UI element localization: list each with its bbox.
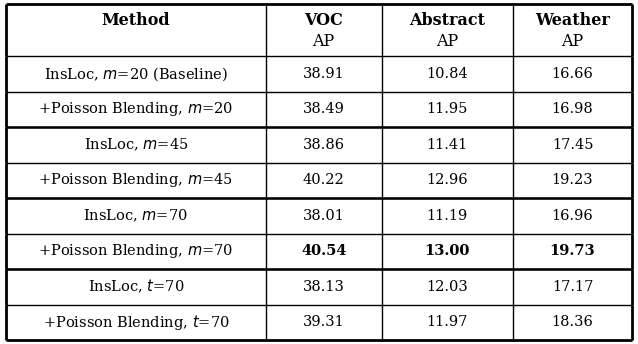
- Text: +Poisson Blending, $t$=70: +Poisson Blending, $t$=70: [43, 313, 229, 332]
- Text: 40.22: 40.22: [303, 173, 345, 187]
- Text: Method: Method: [101, 12, 170, 29]
- Text: 38.01: 38.01: [303, 209, 345, 223]
- Text: 16.96: 16.96: [552, 209, 593, 223]
- Text: 12.03: 12.03: [426, 280, 468, 294]
- Text: Abstract: Abstract: [410, 12, 486, 29]
- Text: +Poisson Blending, $m$=45: +Poisson Blending, $m$=45: [38, 171, 234, 189]
- Text: AP: AP: [561, 33, 584, 50]
- Text: 11.97: 11.97: [427, 315, 468, 329]
- Text: 17.17: 17.17: [552, 280, 593, 294]
- Text: 40.54: 40.54: [301, 244, 346, 258]
- Text: 18.36: 18.36: [552, 315, 593, 329]
- Text: 19.23: 19.23: [552, 173, 593, 187]
- Text: +Poisson Blending, $m$=20: +Poisson Blending, $m$=20: [38, 100, 234, 118]
- Text: 39.31: 39.31: [303, 315, 345, 329]
- Text: 16.66: 16.66: [552, 67, 593, 81]
- Text: 38.86: 38.86: [302, 138, 345, 152]
- Text: VOC: VOC: [304, 12, 343, 29]
- Text: 11.41: 11.41: [427, 138, 468, 152]
- Text: 38.13: 38.13: [303, 280, 345, 294]
- Text: InsLoc, $m$=20 (Baseline): InsLoc, $m$=20 (Baseline): [44, 65, 228, 83]
- Text: InsLoc, $m$=45: InsLoc, $m$=45: [84, 137, 188, 153]
- Text: AP: AP: [313, 33, 335, 50]
- Text: InsLoc, $t$=70: InsLoc, $t$=70: [87, 278, 184, 295]
- Text: Weather: Weather: [535, 12, 610, 29]
- Text: 12.96: 12.96: [427, 173, 468, 187]
- Text: 11.95: 11.95: [427, 102, 468, 116]
- Text: 11.19: 11.19: [427, 209, 468, 223]
- Text: 17.45: 17.45: [552, 138, 593, 152]
- Text: 10.84: 10.84: [426, 67, 468, 81]
- Text: +Poisson Blending, $m$=70: +Poisson Blending, $m$=70: [38, 242, 234, 260]
- Text: InsLoc, $m$=70: InsLoc, $m$=70: [84, 207, 188, 224]
- Text: 13.00: 13.00: [425, 244, 470, 258]
- Text: 38.49: 38.49: [303, 102, 345, 116]
- Text: 38.91: 38.91: [303, 67, 345, 81]
- Text: 19.73: 19.73: [550, 244, 595, 258]
- Text: AP: AP: [436, 33, 459, 50]
- Text: 16.98: 16.98: [552, 102, 593, 116]
